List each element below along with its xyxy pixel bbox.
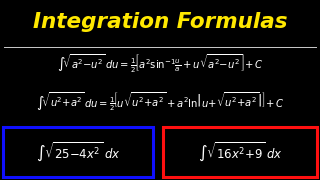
FancyBboxPatch shape — [163, 127, 317, 177]
FancyBboxPatch shape — [3, 127, 153, 177]
Text: $\int\sqrt{16x^2{+}9}\; dx$: $\int\sqrt{16x^2{+}9}\; dx$ — [198, 140, 282, 163]
Text: Integration Formulas: Integration Formulas — [33, 12, 287, 32]
Text: $\int\!\sqrt{a^2{-}u^2}\,du = \frac{1}{2}\!\left[a^2\sin^{-1}\!\frac{u}{a} + u\s: $\int\!\sqrt{a^2{-}u^2}\,du = \frac{1}{2… — [57, 52, 263, 75]
Text: $\int\!\sqrt{u^2{+}a^2}\,du = \frac{1}{2}\!\left[u\sqrt{u^2{+}a^2} + a^2\ln\!\le: $\int\!\sqrt{u^2{+}a^2}\,du = \frac{1}{2… — [36, 90, 284, 113]
Text: $\int\sqrt{25{-}4x^2}\; dx$: $\int\sqrt{25{-}4x^2}\; dx$ — [36, 140, 120, 163]
